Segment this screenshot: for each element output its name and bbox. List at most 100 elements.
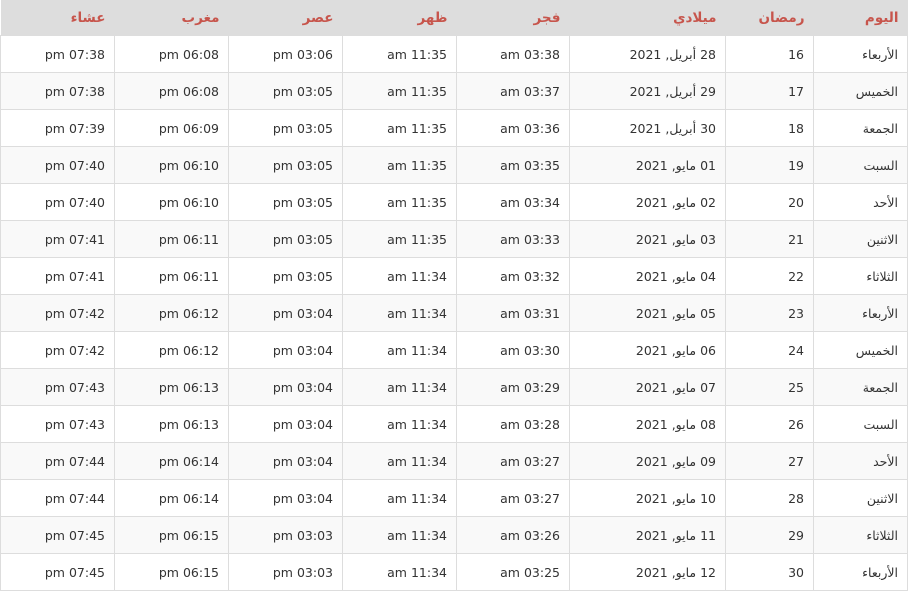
cell-ramadan-day: 28 [725, 479, 814, 517]
cell-gregorian-date: 28 أبريل, 2021 [569, 35, 726, 73]
cell-maghrib: 06:12 pm [114, 294, 229, 332]
cell-fajr: 03:32 am [456, 257, 570, 295]
cell-dhuhr: 11:35 am [342, 183, 457, 221]
cell-fajr: 03:27 am [456, 479, 570, 517]
cell-day: الاثنين [813, 220, 908, 258]
cell-asr: 03:04 pm [228, 368, 343, 406]
cell-isha: 07:38 pm [0, 72, 115, 110]
cell-day: السبت [813, 405, 908, 443]
cell-ramadan-day: 26 [725, 405, 814, 443]
cell-ramadan-day: 30 [725, 553, 814, 591]
table-row: الخميس 17 29 أبريل, 2021 03:37 am 11:35 am 03… [0, 72, 908, 110]
cell-dhuhr: 11:35 am [342, 146, 457, 184]
cell-fajr: 03:27 am [456, 442, 570, 480]
table-body: الأربعاء 16 28 أبريل, 2021 03:38 am 11:35 am… [0, 35, 908, 591]
table-row: الجمعة 25 07 مايو, 2021 03:29 am 11:34 am 03:… [0, 368, 908, 406]
cell-gregorian-date: 09 مايو, 2021 [569, 442, 726, 480]
cell-gregorian-date: 30 أبريل, 2021 [569, 109, 726, 147]
cell-ramadan-day: 23 [725, 294, 814, 332]
cell-fajr: 03:34 am [456, 183, 570, 221]
cell-day: الجمعة [813, 109, 908, 147]
cell-isha: 07:40 pm [0, 183, 115, 221]
header-isha: عشاء [0, 0, 115, 36]
header-gregorian-date: ميلادي [569, 0, 726, 36]
cell-gregorian-date: 04 مايو, 2021 [569, 257, 726, 295]
cell-fajr: 03:25 am [456, 553, 570, 591]
cell-isha: 07:45 pm [0, 553, 115, 591]
cell-fajr: 03:28 am [456, 405, 570, 443]
cell-day: الثلاثاء [813, 257, 908, 295]
cell-ramadan-day: 17 [725, 72, 814, 110]
cell-ramadan-day: 18 [725, 109, 814, 147]
cell-isha: 07:41 pm [0, 257, 115, 295]
header-fajr: فجر [456, 0, 570, 36]
cell-maghrib: 06:11 pm [114, 257, 229, 295]
cell-isha: 07:45 pm [0, 516, 115, 554]
table-row: السبت 19 01 مايو, 2021 03:35 am 11:35 am 03:0… [0, 146, 908, 184]
header-ramadan-day: رمضان [725, 0, 814, 36]
cell-maghrib: 06:09 pm [114, 109, 229, 147]
table-row: الثلاثاء 22 04 مايو, 2021 03:32 am 11:34 am 0… [0, 257, 908, 295]
cell-fajr: 03:38 am [456, 35, 570, 73]
cell-day: الأحد [813, 442, 908, 480]
header-day: اليوم [813, 0, 908, 36]
header-asr: عصر [228, 0, 343, 36]
cell-isha: 07:42 pm [0, 331, 115, 369]
cell-gregorian-date: 01 مايو, 2021 [569, 146, 726, 184]
cell-asr: 03:05 pm [228, 257, 343, 295]
cell-gregorian-date: 03 مايو, 2021 [569, 220, 726, 258]
cell-asr: 03:04 pm [228, 405, 343, 443]
cell-ramadan-day: 20 [725, 183, 814, 221]
table-header: اليوم رمضان ميلادي فجر ظهر عصر مغرب عشاء [0, 0, 908, 36]
cell-asr: 03:05 pm [228, 109, 343, 147]
cell-fajr: 03:35 am [456, 146, 570, 184]
cell-maghrib: 06:08 pm [114, 72, 229, 110]
table-row: السبت 26 08 مايو, 2021 03:28 am 11:34 am 03:0… [0, 405, 908, 443]
cell-maghrib: 06:14 pm [114, 479, 229, 517]
cell-isha: 07:43 pm [0, 405, 115, 443]
table-row: الجمعة 18 30 أبريل, 2021 03:36 am 11:35 am 03… [0, 109, 908, 147]
cell-fajr: 03:26 am [456, 516, 570, 554]
cell-ramadan-day: 25 [725, 368, 814, 406]
cell-day: الثلاثاء [813, 516, 908, 554]
cell-gregorian-date: 02 مايو, 2021 [569, 183, 726, 221]
cell-ramadan-day: 19 [725, 146, 814, 184]
cell-maghrib: 06:10 pm [114, 183, 229, 221]
cell-asr: 03:04 pm [228, 479, 343, 517]
table-row: الأربعاء 16 28 أبريل, 2021 03:38 am 11:35 am… [0, 35, 908, 73]
cell-dhuhr: 11:34 am [342, 331, 457, 369]
cell-dhuhr: 11:35 am [342, 35, 457, 73]
table-row: الثلاثاء 29 11 مايو, 2021 03:26 am 11:34 am 0… [0, 516, 908, 554]
cell-dhuhr: 11:34 am [342, 442, 457, 480]
cell-fajr: 03:37 am [456, 72, 570, 110]
cell-fajr: 03:31 am [456, 294, 570, 332]
cell-maghrib: 06:14 pm [114, 442, 229, 480]
cell-fajr: 03:33 am [456, 220, 570, 258]
cell-maghrib: 06:12 pm [114, 331, 229, 369]
cell-gregorian-date: 10 مايو, 2021 [569, 479, 726, 517]
table-row: الأحد 20 02 مايو, 2021 03:34 am 11:35 am 03:0… [0, 183, 908, 221]
cell-dhuhr: 11:34 am [342, 553, 457, 591]
cell-day: الأربعاء [813, 35, 908, 73]
cell-gregorian-date: 06 مايو, 2021 [569, 331, 726, 369]
table-row: الأربعاء 23 05 مايو, 2021 03:31 am 11:34 am 0… [0, 294, 908, 332]
cell-ramadan-day: 21 [725, 220, 814, 258]
cell-dhuhr: 11:34 am [342, 257, 457, 295]
cell-dhuhr: 11:35 am [342, 72, 457, 110]
table-row: الاثنين 21 03 مايو, 2021 03:33 am 11:35 am 03… [0, 220, 908, 258]
cell-isha: 07:39 pm [0, 109, 115, 147]
cell-maghrib: 06:08 pm [114, 35, 229, 73]
cell-gregorian-date: 05 مايو, 2021 [569, 294, 726, 332]
cell-isha: 07:38 pm [0, 35, 115, 73]
cell-isha: 07:43 pm [0, 368, 115, 406]
cell-isha: 07:42 pm [0, 294, 115, 332]
cell-gregorian-date: 08 مايو, 2021 [569, 405, 726, 443]
cell-day: الأحد [813, 183, 908, 221]
cell-fajr: 03:29 am [456, 368, 570, 406]
cell-asr: 03:03 pm [228, 553, 343, 591]
cell-isha: 07:44 pm [0, 479, 115, 517]
cell-fajr: 03:30 am [456, 331, 570, 369]
cell-isha: 07:41 pm [0, 220, 115, 258]
cell-gregorian-date: 07 مايو, 2021 [569, 368, 726, 406]
